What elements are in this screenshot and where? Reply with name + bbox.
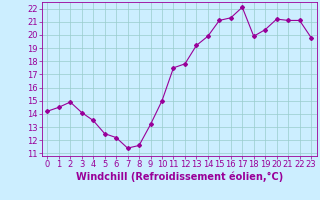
X-axis label: Windchill (Refroidissement éolien,°C): Windchill (Refroidissement éolien,°C)	[76, 172, 283, 182]
